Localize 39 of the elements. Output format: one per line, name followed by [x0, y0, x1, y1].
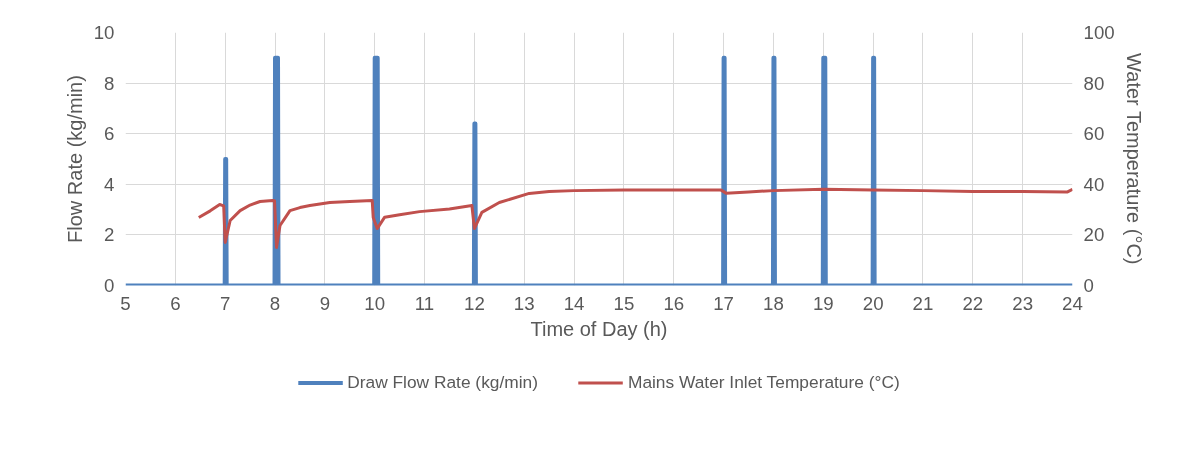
x-tick-label: 15 — [613, 292, 635, 314]
x-tick-label: 24 — [1062, 292, 1083, 314]
y2-tick-label: 40 — [1083, 173, 1105, 195]
x-tick-label: 9 — [319, 292, 331, 314]
y-tick-label: 6 — [104, 123, 115, 145]
legend-label: Mains Water Inlet Temperature (°C) — [627, 371, 900, 393]
y2-tick-label: 80 — [1083, 72, 1105, 94]
x-tick-label: 12 — [464, 292, 485, 314]
x-tick-label: 10 — [364, 292, 386, 314]
x-tick-label: 16 — [663, 292, 685, 314]
y2-tick-label: 100 — [1083, 22, 1115, 43]
x-tick-label: 13 — [513, 292, 535, 314]
x-tick-label: 8 — [269, 292, 281, 314]
x-axis-title: Time of Day (h) — [530, 317, 668, 340]
y2-tick-label: 60 — [1083, 123, 1105, 145]
y-tick-label: 10 — [93, 22, 115, 43]
y2-tick-label: 20 — [1083, 224, 1105, 246]
x-tick-label: 21 — [912, 292, 934, 314]
legend-label: Draw Flow Rate (kg/min) — [347, 371, 538, 393]
line-series — [125, 55, 1073, 286]
x-tick-label: 7 — [220, 292, 231, 314]
x-tick-label: 18 — [763, 292, 784, 314]
x-tick-label: 20 — [862, 292, 884, 314]
y-tick-label: 4 — [104, 173, 115, 195]
x-tick-label: 6 — [170, 292, 181, 314]
y2-tick-label: 0 — [1083, 275, 1094, 296]
line-series — [197, 187, 1073, 250]
y-tick-label: 0 — [104, 275, 115, 296]
x-tick-label: 11 — [414, 292, 435, 314]
x-tick-label: 22 — [962, 292, 984, 314]
y-tick-label: 2 — [104, 224, 115, 246]
y-tick-label: 8 — [104, 72, 115, 94]
y-axis-title: Flow Rate (kg/min) — [63, 75, 86, 243]
x-tick-label: 5 — [120, 292, 131, 314]
x-tick-label: 14 — [563, 292, 585, 314]
x-tick-label: 19 — [812, 292, 834, 314]
y2-axis-title: Water Temperature (°C) — [1122, 53, 1145, 265]
x-tick-label: 23 — [1012, 292, 1034, 314]
x-tick-label: 17 — [713, 292, 734, 314]
